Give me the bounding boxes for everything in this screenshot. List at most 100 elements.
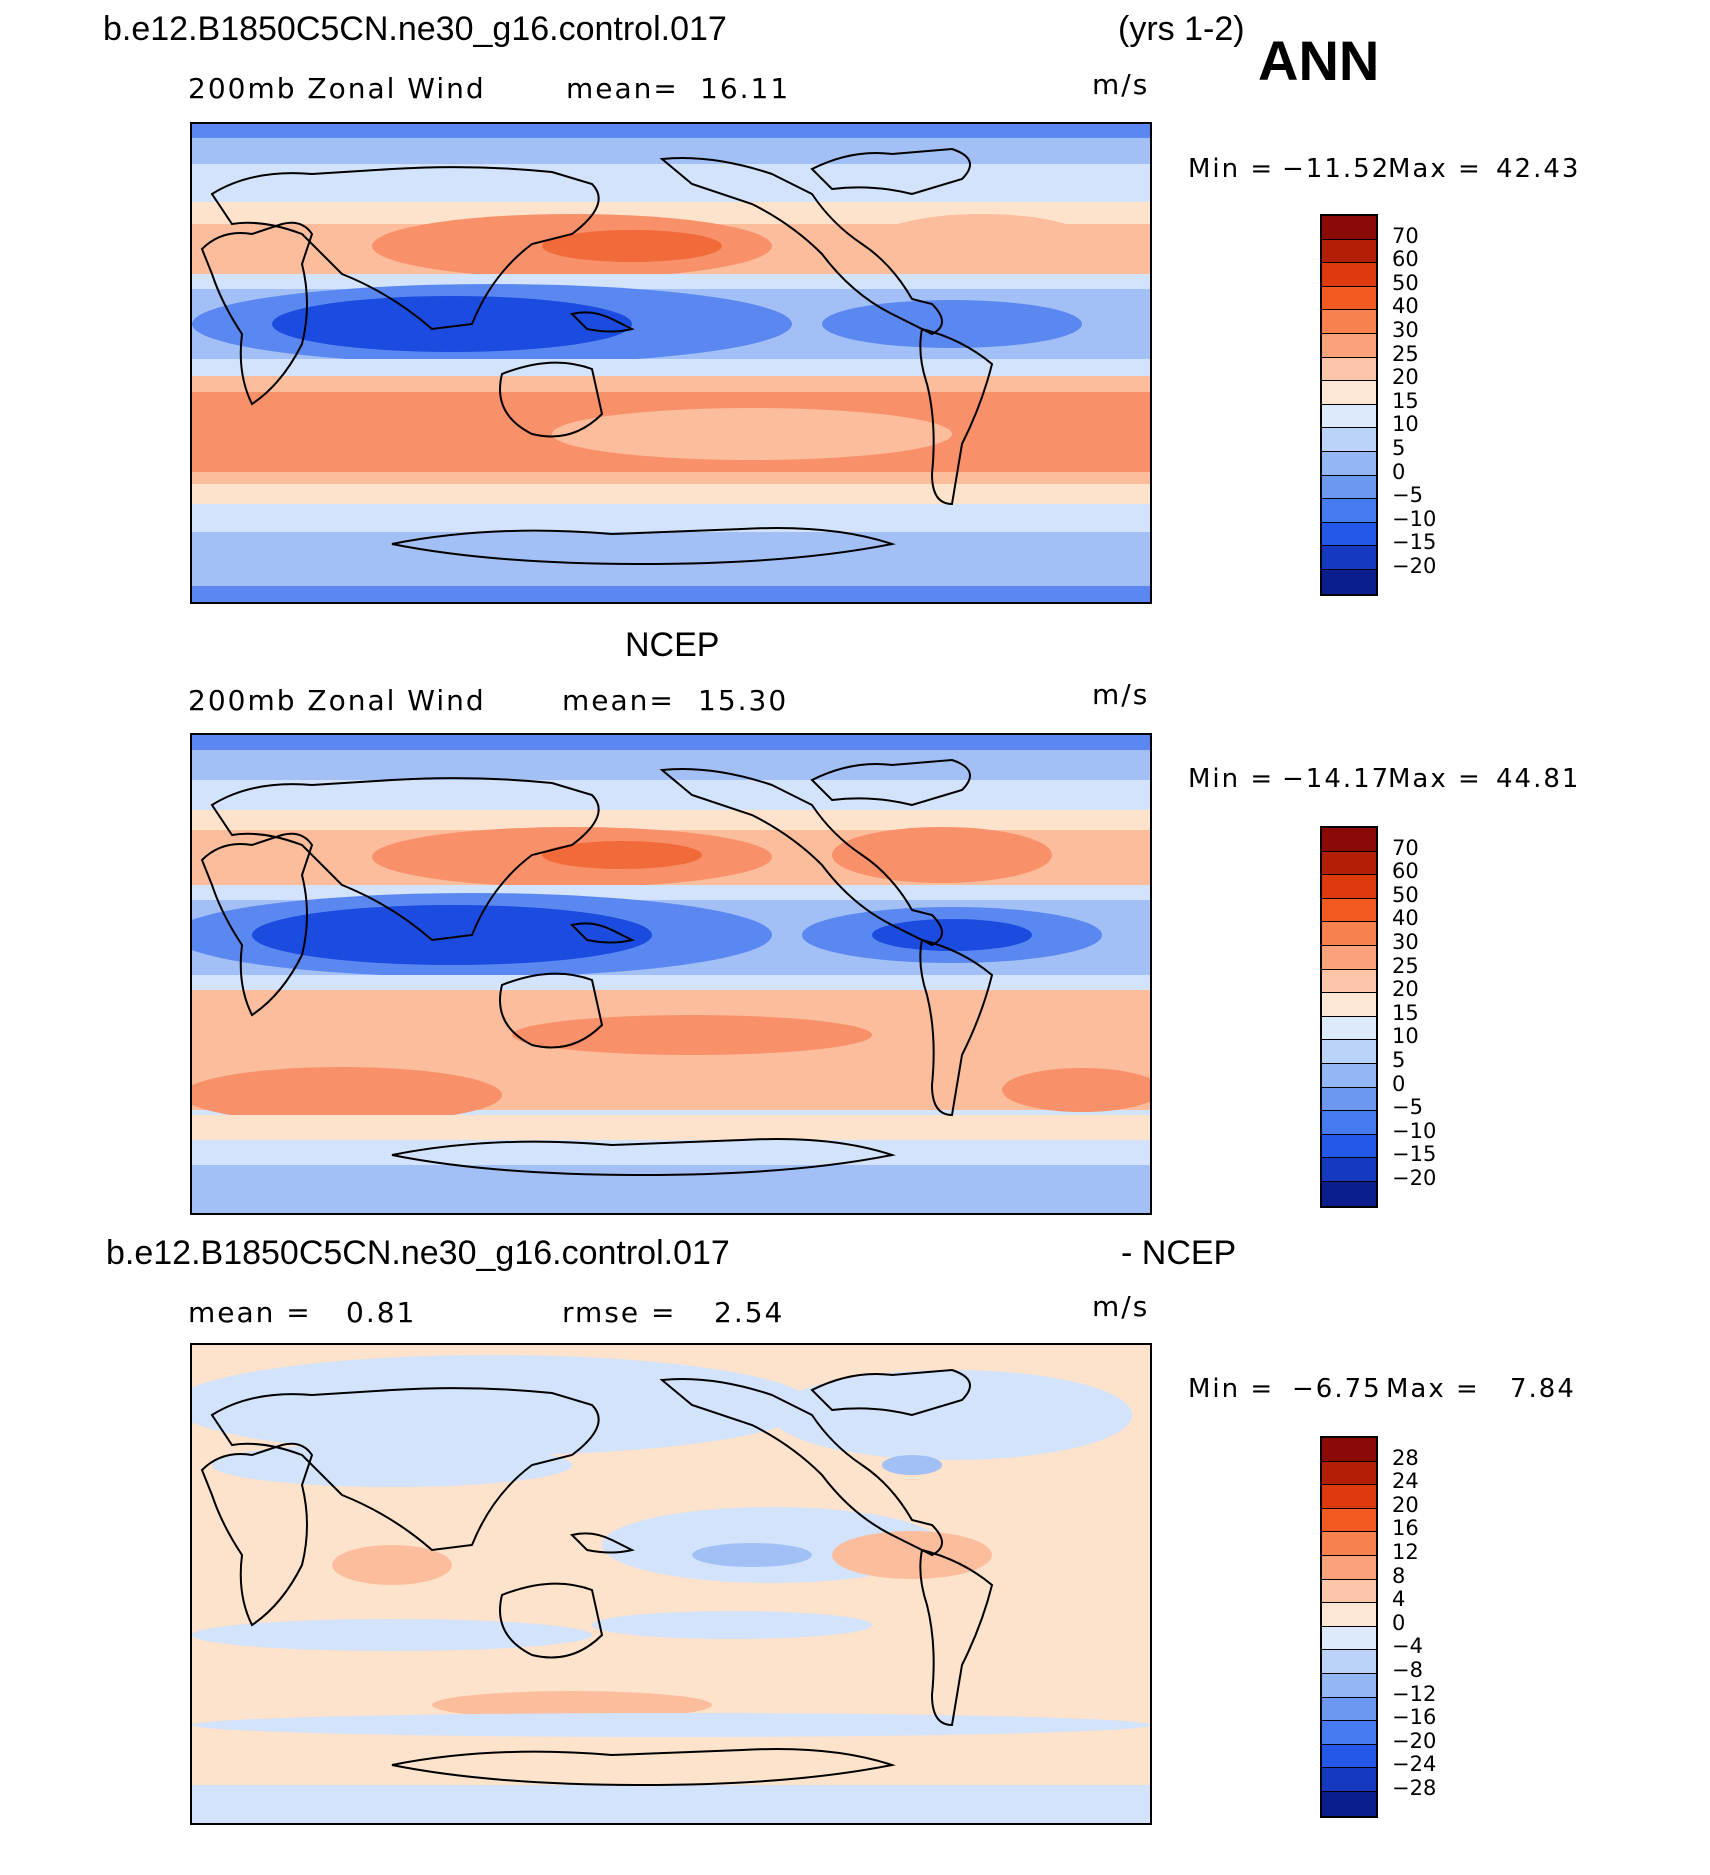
map-ncep-svg (192, 735, 1150, 1213)
colorbar-swatch (1322, 922, 1376, 946)
min-label: Min = (1188, 154, 1275, 184)
colorbar-swatch (1322, 851, 1376, 876)
years-label: (yrs 1-2) (1118, 10, 1245, 48)
diff-title-left: b.e12.B1850C5CN.ne30_g16.control.017 (106, 1234, 730, 1272)
colorbar-tick-label: 5 (1392, 1048, 1406, 1072)
colorbar-tick-label: 25 (1392, 341, 1419, 366)
colorbar-tick-label: 0 (1392, 1610, 1406, 1635)
colorbar-swatch (1322, 898, 1376, 923)
max-label: Max = (1386, 1374, 1480, 1404)
colorbar-swatch (1322, 522, 1376, 547)
colorbar-swatch (1322, 828, 1376, 852)
colorbar-tick-label: −8 (1392, 1658, 1423, 1682)
colorbar-tick-label: 40 (1392, 294, 1419, 319)
colorbar-tick-label: 70 (1392, 223, 1419, 248)
max-value: 42.43 (1496, 154, 1581, 184)
colorbar-swatch (1322, 1579, 1376, 1604)
variable-label: 200mb Zonal Wind (188, 684, 486, 717)
colorbar-tick-label: 30 (1392, 318, 1419, 342)
colorbar-tick-label: 60 (1392, 247, 1419, 272)
colorbar-swatch (1322, 1697, 1376, 1722)
colorbar-swatch (1322, 1040, 1376, 1064)
colorbar-swatch (1322, 475, 1376, 500)
colorbar-swatch (1322, 381, 1376, 405)
colorbar-tick-label: −5 (1392, 483, 1423, 508)
colorbar-swatch (1322, 1063, 1376, 1088)
units-label: m/s (1092, 1290, 1150, 1323)
colorbar-tick-label: 28 (1392, 1445, 1419, 1470)
colorbar-tick-label: −10 (1392, 1118, 1437, 1143)
colorbar-diff (1320, 1436, 1378, 1818)
map-diff-svg (192, 1345, 1150, 1823)
map-model-svg (192, 124, 1150, 602)
colorbar-tick-label: 10 (1392, 1024, 1419, 1049)
colorbar-swatch (1322, 216, 1376, 240)
colorbar-swatch (1322, 1461, 1376, 1486)
colorbar-swatch (1322, 1721, 1376, 1745)
colorbar-tick-label: 16 (1392, 1516, 1419, 1541)
colorbar-swatch (1322, 1650, 1376, 1674)
panel-title-ncep: NCEP (625, 626, 720, 664)
colorbar-swatch (1322, 546, 1376, 570)
rmse-value: 2.54 (714, 1296, 785, 1329)
map-model (190, 122, 1152, 604)
colorbar-swatch (1322, 239, 1376, 264)
colorbar-swatch (1322, 310, 1376, 334)
colorbar-swatch (1322, 1134, 1376, 1159)
units-label: m/s (1092, 678, 1150, 711)
colorbar-swatch (1322, 1158, 1376, 1182)
colorbar-swatch (1322, 969, 1376, 994)
mean-value: 0.81 (346, 1296, 417, 1329)
mean-value: 15.30 (698, 684, 789, 717)
colorbar-swatch (1322, 1744, 1376, 1769)
colorbar-ncep (1320, 826, 1378, 1208)
colorbar-tick-label: −24 (1392, 1752, 1437, 1777)
colorbar-swatch (1322, 1087, 1376, 1112)
colorbar-swatch (1322, 1673, 1376, 1698)
colorbar-tick-label: 15 (1392, 388, 1419, 413)
colorbar-tick-label: −28 (1392, 1776, 1437, 1800)
colorbar-tick-label: 40 (1392, 906, 1419, 931)
colorbar-swatch (1322, 404, 1376, 429)
colorbar-tick-label: 8 (1392, 1563, 1406, 1588)
colorbar-swatch (1322, 569, 1376, 594)
colorbar-tick-label: 20 (1392, 977, 1419, 1002)
colorbar-swatch (1322, 1603, 1376, 1627)
colorbar-swatch (1322, 357, 1376, 382)
variable-label: 200mb Zonal Wind (188, 72, 486, 105)
colorbar-tick-label: 12 (1392, 1540, 1419, 1564)
colorbar-swatch (1322, 1508, 1376, 1533)
colorbar-model (1320, 214, 1378, 596)
max-label: Max = (1388, 154, 1482, 184)
colorbar-tick-label: 10 (1392, 412, 1419, 437)
colorbar-tick-label: 4 (1392, 1587, 1406, 1612)
colorbar-swatch (1322, 1485, 1376, 1509)
mean-label: mean= (566, 72, 679, 105)
colorbar-tick-label: −16 (1392, 1705, 1437, 1730)
colorbar-tick-label: −20 (1392, 1166, 1437, 1190)
colorbar-tick-label: 20 (1392, 1492, 1419, 1517)
colorbar-tick-label: −10 (1392, 506, 1437, 531)
case-name: b.e12.B1850C5CN.ne30_g16.control.017 (103, 10, 727, 48)
min-value: −14.17 (1282, 764, 1391, 794)
colorbar-swatch (1322, 1791, 1376, 1816)
mean-label: mean= (562, 684, 675, 717)
colorbar-tick-label: 0 (1392, 1071, 1406, 1096)
map-ncep (190, 733, 1152, 1215)
colorbar-tick-label: 30 (1392, 930, 1419, 954)
colorbar-swatch (1322, 1111, 1376, 1135)
max-value: 7.84 (1510, 1374, 1576, 1404)
colorbar-swatch (1322, 1768, 1376, 1792)
colorbar-tick-label: 50 (1392, 270, 1419, 295)
colorbar-tick-label: 50 (1392, 882, 1419, 907)
colorbar-swatch (1322, 428, 1376, 452)
colorbar-tick-label: 70 (1392, 835, 1419, 860)
min-value: −11.52 (1282, 154, 1391, 184)
colorbar-swatch (1322, 993, 1376, 1017)
rmse-label: rmse = (562, 1296, 677, 1329)
colorbar-tick-label: 0 (1392, 459, 1406, 484)
colorbar-swatch (1322, 451, 1376, 476)
colorbar-tick-label: −4 (1392, 1634, 1423, 1659)
colorbar-swatch (1322, 945, 1376, 970)
colorbar-tick-label: 15 (1392, 1000, 1419, 1025)
